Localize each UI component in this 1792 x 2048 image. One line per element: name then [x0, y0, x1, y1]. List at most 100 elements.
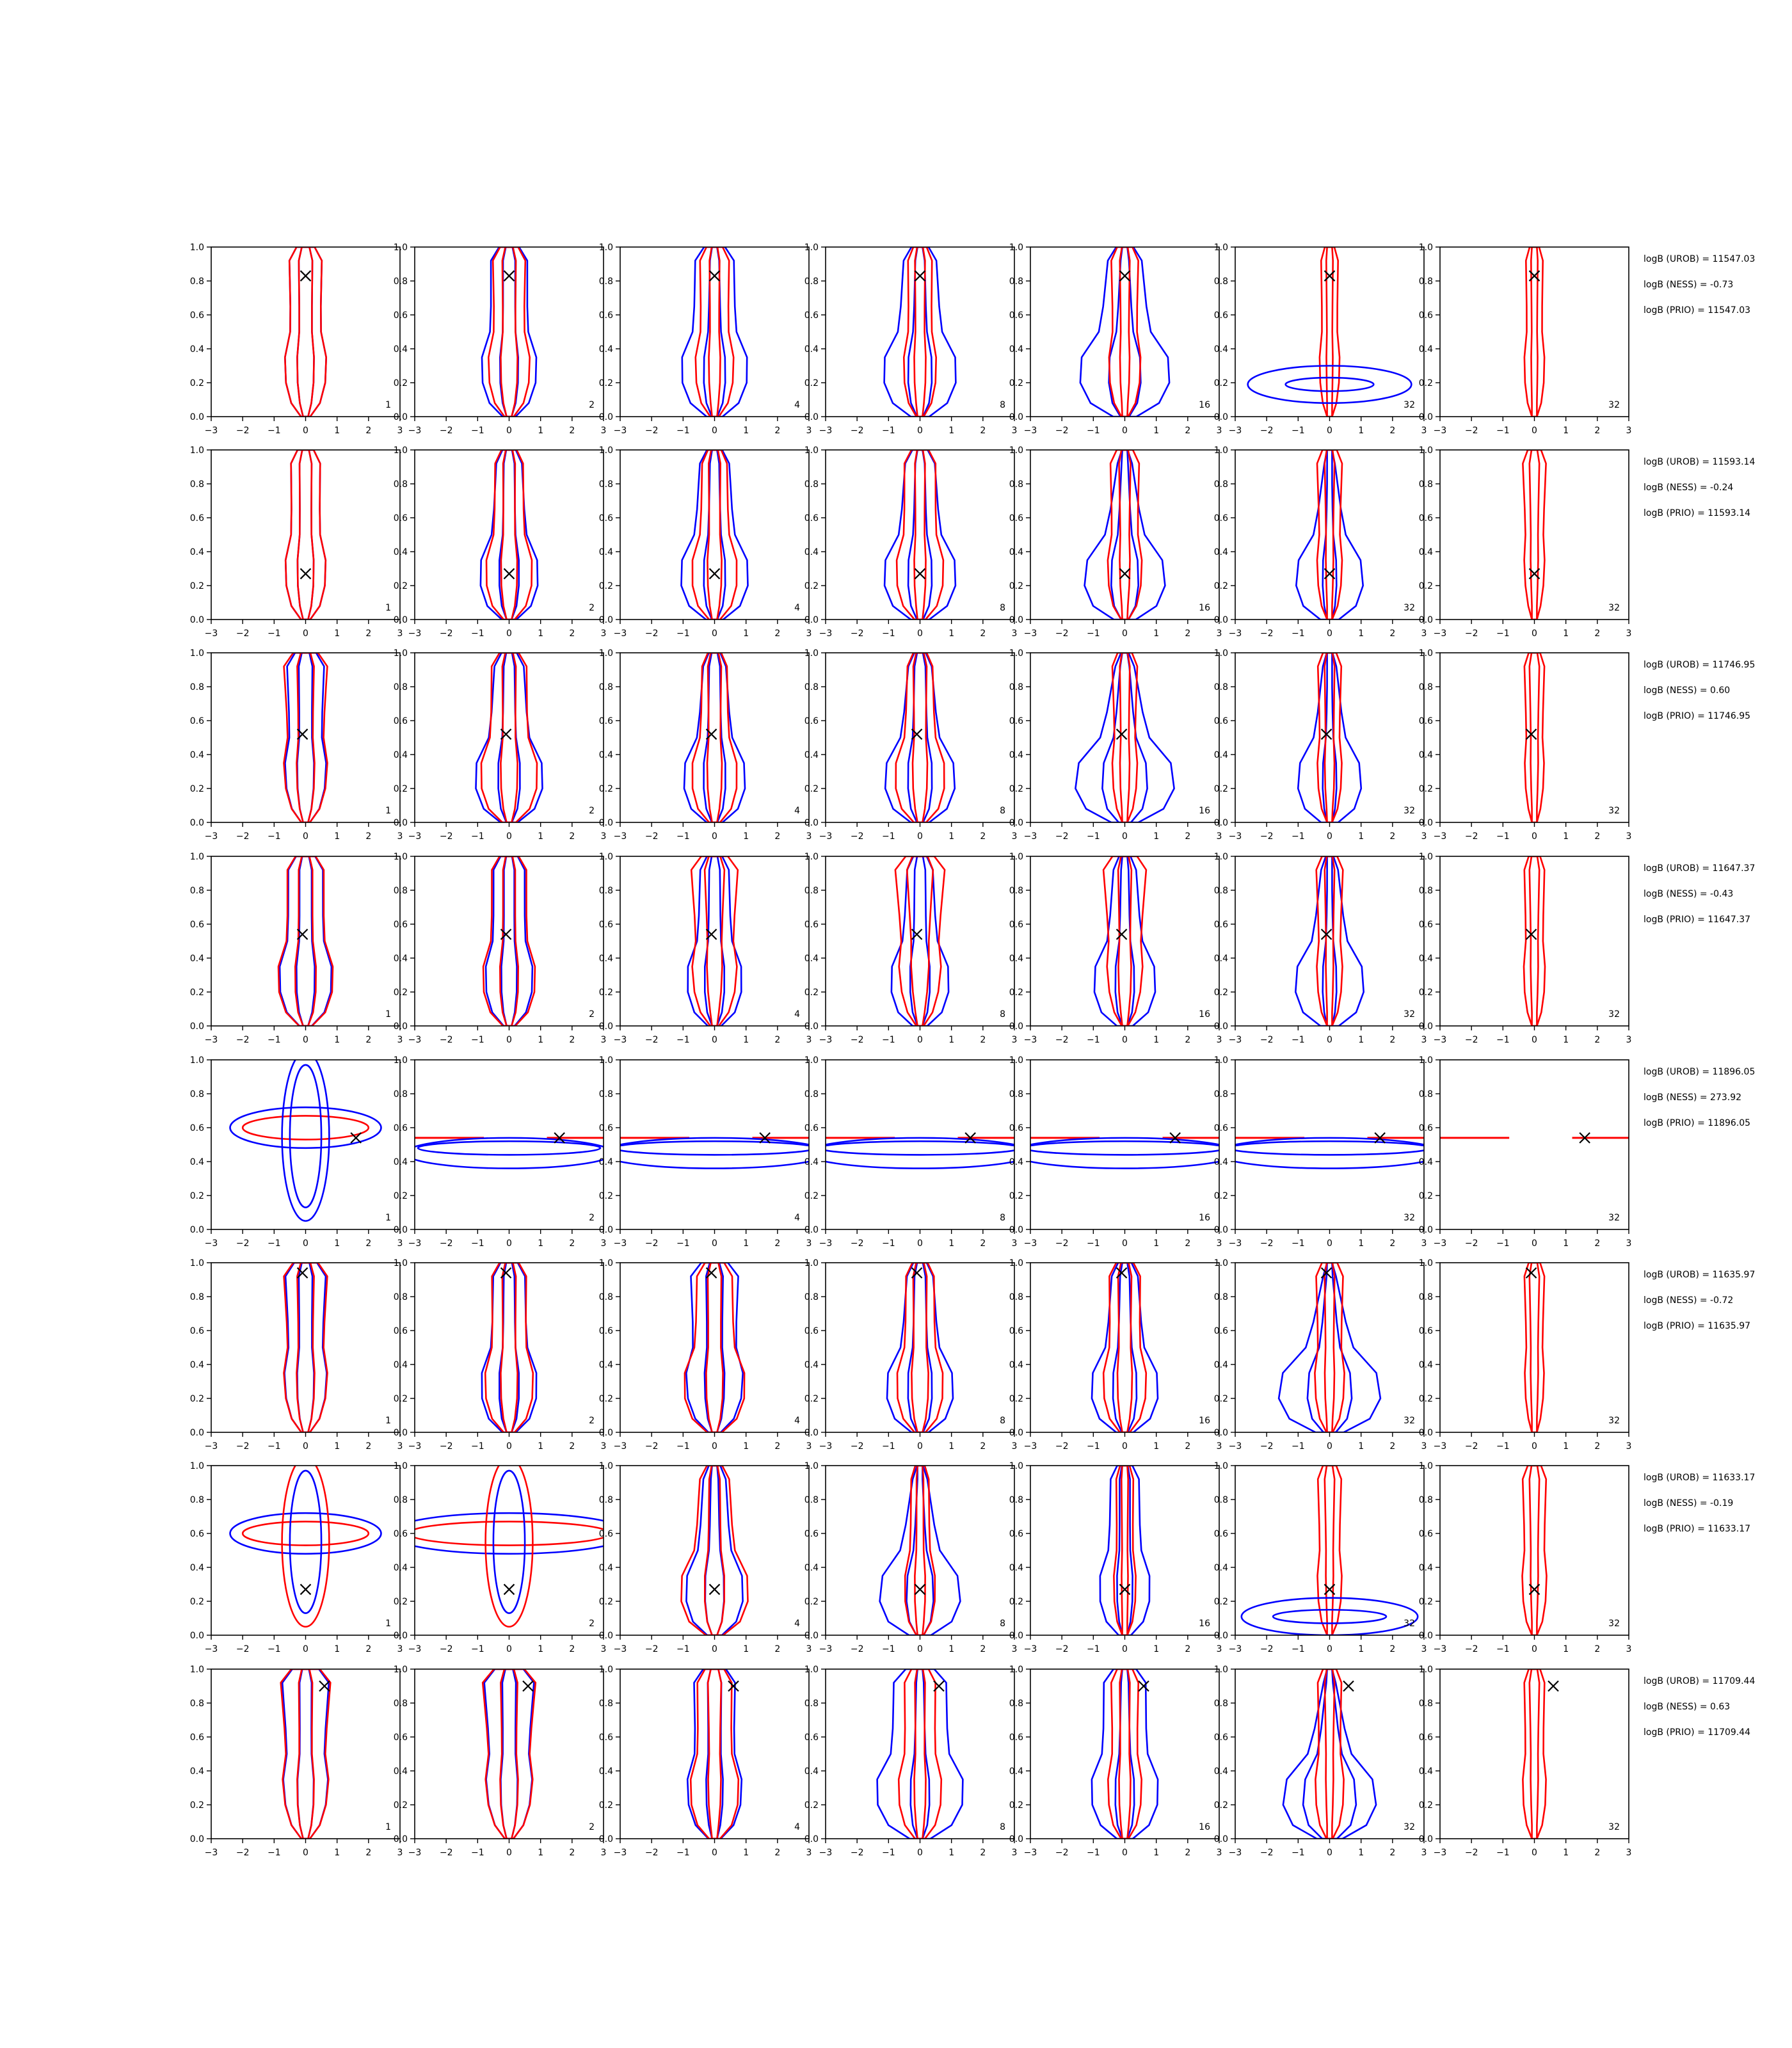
- y-tick-label: 0.6: [599, 1529, 613, 1539]
- y-tick-label: 0.2: [599, 988, 613, 998]
- y-tick-label: 0.0: [394, 1834, 408, 1844]
- red-contour-inner: [1325, 247, 1334, 417]
- y-tick-label: 1.0: [1419, 648, 1433, 659]
- x-tick-label: 0: [506, 628, 512, 639]
- logb-annotation: logB (NESS) = 273.92: [1644, 1092, 1741, 1103]
- blue-contour-outer: [284, 247, 328, 417]
- x-tick-label: 3: [601, 831, 607, 842]
- y-tick-label: 1.0: [1419, 445, 1433, 456]
- x-tick-label: 2: [980, 1644, 986, 1654]
- y-tick-label: 0.2: [394, 581, 408, 591]
- x-tick-label: 0: [1122, 1238, 1128, 1249]
- red-contour-inner: [1118, 450, 1132, 620]
- y-tick-label: 0.0: [1214, 1225, 1228, 1235]
- y-tick-label: 0.8: [599, 1292, 613, 1302]
- y-tick-label: 0.8: [804, 1495, 819, 1505]
- x-tick-label: −3: [205, 628, 218, 639]
- y-tick-label: 0.8: [394, 276, 408, 287]
- y-tick-label: 0.2: [599, 378, 613, 388]
- panel-r5-c2: −3 −2 −1 0 1 2 3 0.0 0.2 0.4 0.6 0.8 1.0 4: [599, 1258, 812, 1452]
- x-tick-label: 1: [334, 1441, 340, 1452]
- axes-frame: [414, 246, 604, 417]
- x-tick-label: −3: [1434, 1441, 1447, 1452]
- y-tick-label: 0.4: [1009, 750, 1023, 760]
- contour-layer: [680, 1466, 749, 1635]
- x-tick-label: 0: [1532, 1035, 1537, 1045]
- y-tick-label: 0.6: [1419, 1123, 1433, 1133]
- marker-x: [300, 568, 312, 580]
- contour-layer: [1294, 856, 1365, 1026]
- blue-contour-inner: [1114, 1669, 1135, 1839]
- blue-contour-outer: [685, 1263, 744, 1432]
- y-tick-label: 1.0: [190, 1665, 204, 1675]
- x-tick-label: −2: [645, 1035, 659, 1045]
- x-tick-label: 2: [1594, 1644, 1600, 1654]
- y-tick-label: 0.2: [394, 1597, 408, 1607]
- panel-label: 8: [1000, 1009, 1005, 1020]
- blue-contour-outer: [883, 450, 957, 620]
- logb-annotation: logB (PRIO) = 11593.14: [1644, 508, 1750, 518]
- red-contour-outer: [1316, 450, 1343, 620]
- x-tick-label: 0: [1532, 831, 1537, 842]
- y-tick-label: 1.0: [190, 1258, 204, 1268]
- blue-contour: [1240, 1597, 1419, 1635]
- red-contour-outer: [1523, 856, 1546, 1026]
- y-tick-label: 0.4: [1419, 547, 1433, 557]
- y-tick-label: 0.4: [599, 1766, 613, 1777]
- red-contour-outer: [1102, 856, 1148, 1026]
- y-tick-label: 0.6: [190, 1732, 204, 1743]
- x-tick-label: 2: [569, 426, 575, 436]
- red-contour-outer: [1314, 1263, 1345, 1432]
- contour-layer: [283, 1263, 328, 1432]
- marker-x: [1579, 1132, 1590, 1144]
- x-tick-label: −1: [1496, 1035, 1510, 1045]
- y-tick-label: 0.4: [1009, 1766, 1023, 1777]
- y-tick-label: 0.8: [394, 1699, 408, 1709]
- x-tick-label: 0: [1122, 1035, 1128, 1045]
- red-contour-inner: [1528, 1263, 1540, 1432]
- y-tick-label: 0.4: [1214, 954, 1228, 964]
- x-tick-label: 3: [1217, 1848, 1222, 1858]
- contour-layer: [277, 856, 334, 1026]
- x-tick-label: 1: [538, 1848, 543, 1858]
- y-tick-label: 0.2: [1009, 1597, 1023, 1607]
- y-tick-label: 0.8: [599, 1089, 613, 1100]
- blue-contour: [229, 1512, 382, 1555]
- axes-frame: [1030, 1059, 1220, 1230]
- y-tick-label: 0.2: [1009, 988, 1023, 998]
- panel-label: 1: [385, 1213, 391, 1223]
- x-tick-label: −3: [1024, 426, 1037, 436]
- y-tick-label: 0.8: [1214, 1699, 1228, 1709]
- contour-layer: [890, 856, 950, 1026]
- x-tick-label: −1: [471, 426, 484, 436]
- panel-r4-c2: −3 −2 −1 0 1 2 3 0.0 0.2 0.4 0.6 0.8 1.0 4: [599, 1055, 812, 1249]
- marker-x: [1548, 1680, 1559, 1692]
- blue-contour: [289, 1469, 323, 1614]
- x-tick-label: −2: [440, 1035, 453, 1045]
- marker-x: [914, 568, 926, 580]
- x-tick-label: −1: [676, 831, 690, 842]
- x-tick-label: −3: [1024, 1441, 1037, 1452]
- blue-contour: [1284, 376, 1375, 392]
- blue-contour-inner: [1302, 1669, 1357, 1839]
- marker-x: [296, 728, 308, 740]
- y-tick-label: 0.8: [1214, 1292, 1228, 1302]
- blue-contour-outer: [890, 856, 950, 1026]
- panel-label: 4: [794, 806, 800, 816]
- y-tick-label: 0.0: [599, 818, 613, 828]
- x-tick-label: 3: [1626, 1848, 1632, 1858]
- panel-label: 16: [1199, 806, 1210, 816]
- x-tick-label: −1: [882, 628, 895, 639]
- red-contour-outer: [690, 856, 739, 1026]
- panel-label: 32: [1608, 400, 1620, 410]
- y-tick-label: 0.8: [394, 886, 408, 896]
- red-contour-inner: [913, 1669, 927, 1839]
- x-tick-label: −2: [1260, 831, 1274, 842]
- y-tick-label: 0.2: [1419, 378, 1433, 388]
- x-tick-label: 2: [980, 1848, 986, 1858]
- x-tick-label: −1: [1087, 1848, 1100, 1858]
- marker-x: [708, 270, 721, 282]
- red-contour: [241, 1115, 370, 1140]
- axes-frame: [1439, 1668, 1629, 1839]
- x-tick-label: 2: [365, 1848, 371, 1858]
